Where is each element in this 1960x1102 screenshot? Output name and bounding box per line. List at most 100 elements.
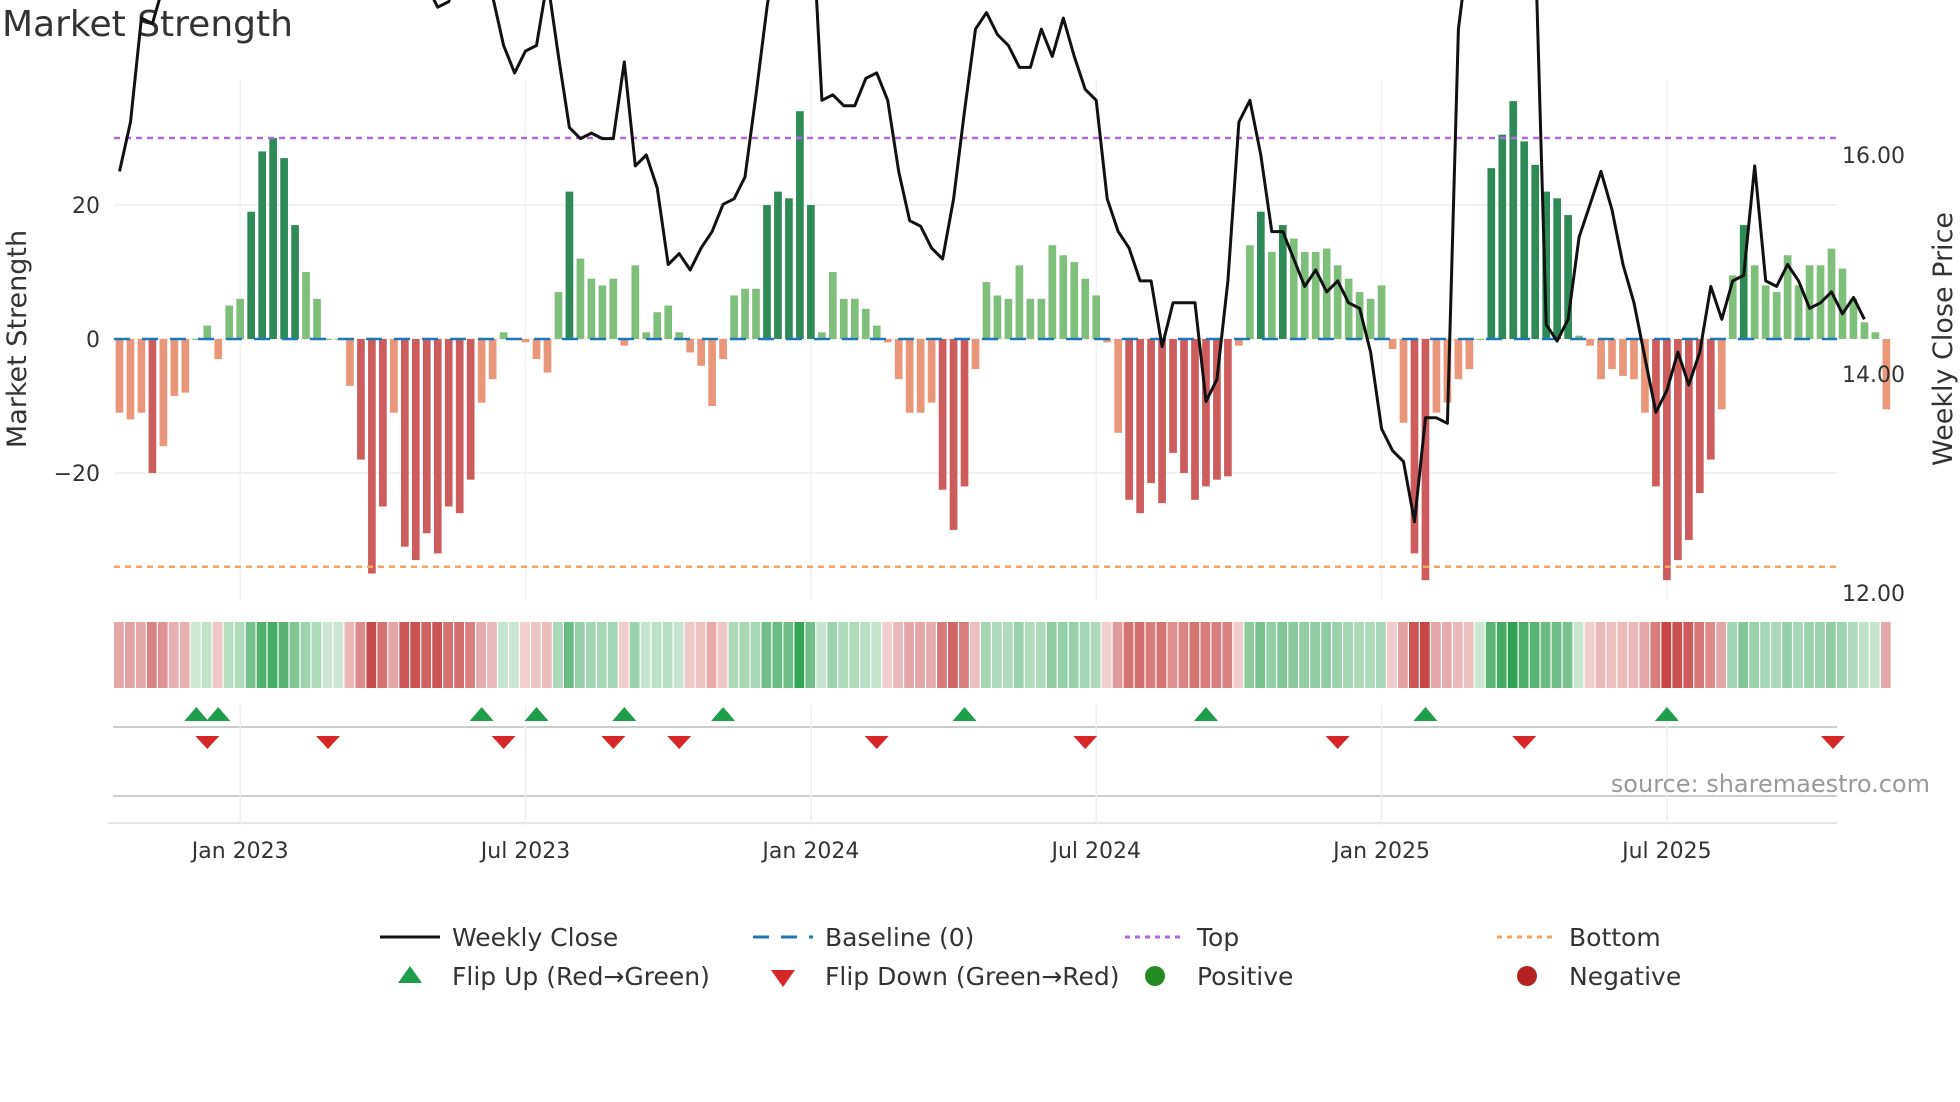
strength-bar: [653, 312, 662, 339]
band-cell: [1441, 622, 1452, 688]
band-cell: [1826, 622, 1836, 688]
strength-bar: [587, 278, 596, 339]
strength-bar: [126, 339, 135, 420]
strength-bar: [236, 298, 245, 339]
band-cell: [542, 622, 552, 688]
band-cell: [1463, 622, 1474, 688]
band-cell: [498, 622, 508, 688]
strength-bar: [686, 339, 695, 353]
band-cell: [1529, 622, 1540, 688]
strength-bar: [971, 339, 980, 370]
legend-top: Top: [1125, 922, 1239, 952]
band-cell: [454, 622, 464, 688]
left-tick-label: −20: [54, 462, 100, 487]
strength-bar: [1575, 335, 1583, 339]
legend-label: Weekly Close: [452, 922, 619, 952]
band-cell: [410, 622, 421, 688]
band-cell: [289, 622, 300, 688]
strength-bar: [1476, 339, 1485, 340]
band-cell: [1430, 622, 1441, 688]
strength-bar: [1202, 339, 1210, 487]
strength-bar: [916, 339, 925, 413]
strength-bar: [411, 339, 420, 561]
band-cell: [1551, 622, 1562, 688]
band-cell: [1650, 622, 1661, 688]
band-cell: [1760, 622, 1770, 688]
strength-bar: [1136, 339, 1144, 514]
band-cell: [124, 622, 135, 688]
flip-down-marker: [491, 736, 516, 749]
strength-bar: [1180, 339, 1188, 473]
strength-bar: [1114, 339, 1123, 433]
strength-bar: [620, 339, 629, 346]
strength-bar: [357, 339, 365, 460]
band-cell: [706, 622, 717, 688]
strength-bar: [1739, 225, 1748, 339]
band-cell: [1869, 622, 1880, 688]
level-lines: [114, 136, 1837, 569]
band-cell: [739, 622, 750, 688]
strength-bar: [1191, 339, 1199, 500]
band-cell: [1474, 622, 1485, 688]
band-cell: [805, 622, 816, 688]
band-cell: [1584, 622, 1595, 688]
strength-bar: [872, 325, 881, 339]
band-cell: [399, 622, 410, 688]
strength-bar: [1366, 298, 1375, 339]
band-cell: [1815, 622, 1825, 688]
strength-bar: [302, 272, 310, 339]
band-cell: [1398, 622, 1408, 688]
strength-bar: [1695, 339, 1704, 494]
strength-bar: [1454, 339, 1463, 380]
band-cell: [1738, 622, 1749, 688]
band-cell: [1365, 622, 1375, 688]
band-cell: [618, 622, 629, 688]
band-cell: [1485, 622, 1496, 688]
strength-bar: [1103, 339, 1112, 343]
band-cell: [1178, 622, 1189, 688]
strength-bar: [1619, 339, 1627, 376]
strength-bar: [609, 278, 618, 339]
strength-bar: [818, 332, 826, 339]
strength-bar: [1311, 251, 1320, 339]
strength-bar: [730, 295, 738, 339]
band-cell: [948, 622, 958, 688]
band-cell: [772, 622, 783, 688]
strength-bar: [1641, 339, 1649, 413]
band-cell: [1683, 622, 1694, 688]
strength-bar: [1059, 255, 1068, 339]
strength-bar: [1344, 278, 1353, 339]
strength-bar: [1421, 339, 1430, 581]
band-cell: [552, 622, 563, 688]
band-cell: [114, 622, 124, 688]
band-cell: [1112, 622, 1123, 688]
band-cell: [1277, 622, 1288, 688]
strength-bar: [741, 288, 749, 339]
x-tick-label: Jan 2023: [190, 839, 289, 864]
band-cell: [1804, 622, 1814, 688]
strength-bar: [894, 339, 903, 380]
legend-baseline: Baseline (0): [753, 922, 974, 952]
strength-bar: [159, 339, 168, 447]
band-cell: [1123, 622, 1134, 688]
strength-bar: [1564, 215, 1572, 339]
band-cell: [871, 622, 882, 688]
flip-up-marker: [206, 707, 231, 721]
band-cell: [838, 622, 849, 688]
strength-bar: [1717, 339, 1726, 410]
flip-down-marker: [1073, 736, 1098, 749]
strength-bar: [1706, 339, 1715, 460]
strength-bar: [400, 339, 409, 547]
band-cell: [388, 622, 399, 688]
strength-bar: [1092, 295, 1101, 339]
band-cell: [794, 622, 805, 688]
strength-bar: [1048, 245, 1057, 339]
strength-bar: [181, 339, 190, 393]
strength-bar: [137, 339, 146, 413]
band-cell: [1639, 622, 1650, 688]
strength-bar: [927, 339, 936, 403]
band-cell: [1617, 622, 1628, 688]
strength-bar: [1882, 339, 1891, 410]
band-cell: [695, 622, 706, 688]
strength-bar: [1608, 339, 1616, 370]
